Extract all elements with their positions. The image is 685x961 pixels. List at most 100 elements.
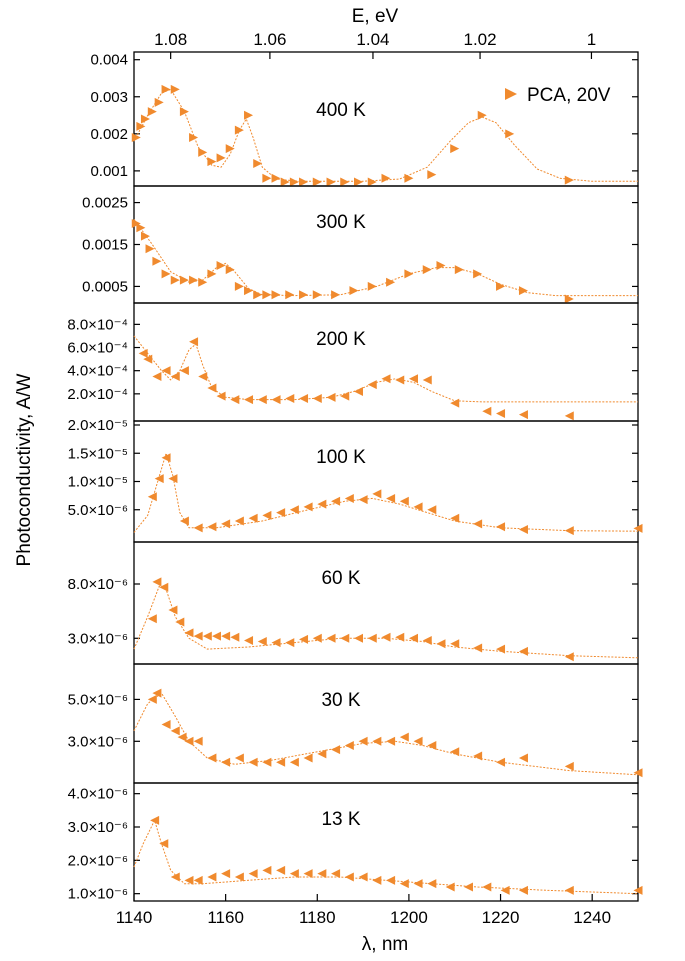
data-point (207, 872, 217, 882)
data-point (505, 129, 515, 139)
data-point (518, 646, 528, 656)
data-point (276, 757, 286, 767)
data-point (312, 393, 322, 403)
y-tick-label: 1.5×10⁻⁵ (68, 445, 128, 462)
y-tick-label: 0.0025 (82, 195, 128, 212)
data-point (317, 499, 327, 509)
data-point (253, 290, 263, 300)
data-point (358, 495, 368, 505)
y-tick-label: 2.0×10⁻⁴ (67, 386, 128, 403)
data-point (161, 84, 171, 94)
data-point (386, 493, 396, 503)
data-point (289, 869, 299, 879)
data-point (248, 757, 258, 767)
data-point (289, 177, 299, 187)
data-point (170, 726, 180, 736)
data-point (358, 872, 368, 882)
data-point (131, 219, 141, 229)
data-point (427, 740, 437, 750)
data-point (454, 265, 464, 275)
data-point (404, 173, 414, 183)
panel-2: 2.0×10⁻⁴ 4.0×10⁻⁴ 6.0×10⁻⁴ 8.0×10⁻⁴ 200 K (67, 302, 639, 422)
top-tick-label: 1 (587, 30, 596, 49)
y-tick-label: 8.0×10⁻⁶ (68, 576, 128, 593)
data-point (257, 637, 267, 647)
data-point (150, 815, 160, 825)
data-point (170, 872, 180, 882)
data-point (170, 275, 180, 285)
data-point (482, 406, 492, 416)
panel-label: 300 K (316, 212, 366, 233)
data-point (473, 751, 483, 761)
y-tick-label: 3.0×10⁻⁶ (68, 630, 128, 647)
data-point (422, 265, 432, 275)
data-point (143, 354, 153, 364)
data-point (276, 865, 286, 875)
data-point (248, 513, 258, 523)
data-point (445, 882, 455, 892)
data-point (179, 516, 189, 526)
data-point (344, 740, 354, 750)
panel-frame (133, 782, 639, 902)
data-point (427, 879, 437, 889)
data-point (331, 745, 341, 755)
top-tick-label: 1.06 (253, 30, 286, 49)
panel-frame (133, 541, 639, 665)
data-point (234, 872, 244, 882)
data-point (473, 643, 483, 653)
data-point (450, 398, 460, 408)
data-point (299, 634, 309, 644)
data-point (244, 395, 254, 405)
y-axis-title: Photoconductivity, A/W (14, 373, 35, 566)
data-point (147, 492, 157, 502)
data-point (207, 383, 217, 393)
fit-curve (133, 818, 639, 895)
data-point (161, 720, 171, 730)
top-energy-axis: 1.081.061.041.0210.98 (154, 30, 596, 59)
panel-label: 30 K (321, 690, 360, 711)
y-tick-label: 4.0×10⁻⁶ (68, 786, 128, 803)
data-point (198, 371, 208, 381)
panel-frame (133, 663, 639, 784)
data-point (422, 635, 432, 645)
data-point (221, 519, 231, 529)
x-tick-label: 1160 (207, 908, 244, 927)
data-point (161, 453, 171, 463)
data-point (381, 632, 391, 642)
x-tick-label: 1220 (482, 908, 520, 927)
data-point (177, 732, 187, 742)
data-point (154, 474, 164, 484)
panel-frame (133, 420, 639, 543)
top-tick-label: 1.02 (464, 30, 497, 49)
data-point (496, 281, 506, 291)
legend-label: PCA, 20V (527, 85, 611, 106)
data-point (436, 260, 446, 270)
data-point (331, 869, 341, 879)
data-point (367, 177, 377, 187)
data-point (193, 875, 203, 885)
data-point (230, 632, 240, 642)
panel-0: 0.001 0.002 0.003 0.004 400 K (90, 51, 639, 187)
data-point (312, 290, 322, 300)
data-point (276, 508, 286, 518)
top-tick-label: 1.08 (154, 30, 187, 49)
data-point (271, 395, 281, 405)
data-point (564, 175, 574, 185)
data-point (140, 231, 150, 241)
x-tick-label: 1140 (116, 908, 153, 927)
y-tick-label: 0.001 (90, 163, 128, 180)
x-tick-label: 1200 (390, 908, 428, 927)
data-point (170, 371, 180, 381)
y-tick-label: 4.0×10⁻⁴ (67, 363, 128, 380)
data-point (381, 374, 391, 384)
fit-curve (133, 335, 638, 403)
data-point (262, 173, 272, 183)
data-point (170, 84, 180, 94)
data-point (299, 393, 309, 403)
data-point (299, 177, 309, 187)
data-point (450, 513, 460, 523)
data-point (216, 260, 226, 270)
data-point (184, 875, 194, 885)
data-point (303, 502, 313, 512)
